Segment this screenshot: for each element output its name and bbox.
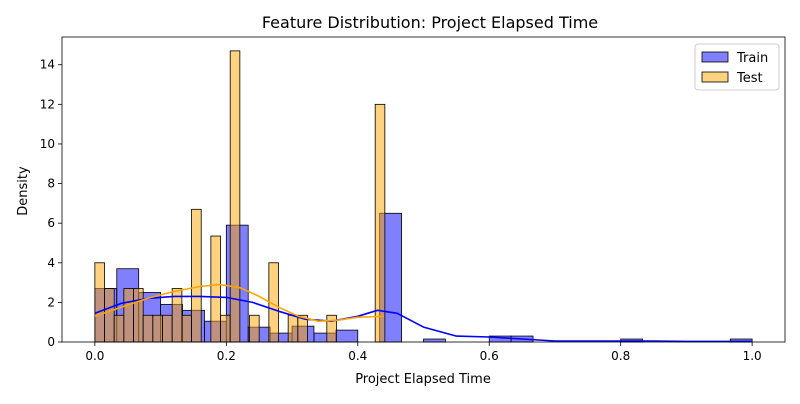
test-bar-1 — [104, 288, 115, 343]
train-bar-13 — [423, 338, 446, 343]
test-bar-7 — [162, 314, 173, 343]
test-bar-3 — [123, 288, 134, 343]
y-tick-label: 4 — [47, 256, 55, 270]
test-bar-6 — [152, 314, 163, 343]
x-axis-label: Project Elapsed Time — [355, 372, 491, 387]
test-bar-12 — [220, 314, 231, 343]
legend-swatch-test — [701, 71, 729, 83]
train-bar-11 — [335, 329, 359, 343]
y-tick-label: 14 — [40, 58, 55, 72]
legend-label-train: Train — [736, 51, 768, 66]
legend: Train Test — [694, 43, 780, 91]
x-tick-label: 0.6 — [480, 349, 499, 363]
y-tick-label: 8 — [47, 177, 55, 191]
test-bar-14 — [249, 314, 260, 343]
y-tick-label: 0 — [47, 335, 55, 349]
y-tick-label: 2 — [47, 295, 55, 309]
x-tick-label: 0.4 — [348, 349, 367, 363]
test-bar-2 — [113, 314, 125, 343]
x-tick-label: 0.0 — [85, 349, 104, 363]
x-tick-label: 1.0 — [743, 349, 762, 363]
test-bar-10 — [191, 208, 202, 343]
test-bar-18 — [326, 314, 337, 343]
legend-swatch-train — [701, 51, 729, 63]
test-bar-19 — [374, 103, 386, 343]
y-tick-label: 6 — [47, 216, 55, 230]
train-kde-line — [94, 295, 753, 343]
chart-title: Feature Distribution: Project Elapsed Ti… — [262, 13, 598, 32]
test-bar-11 — [210, 235, 221, 343]
axes-frame — [61, 36, 786, 343]
test-kde-line — [94, 283, 385, 323]
y-axis-label: Density — [16, 166, 31, 216]
test-bar-9 — [181, 314, 192, 343]
x-tick-label: 0.2 — [217, 349, 236, 363]
y-tick-label: 10 — [40, 137, 55, 151]
test-bar-0 — [94, 262, 105, 343]
x-tick-label: 0.8 — [611, 349, 630, 363]
y-tick-label: 12 — [40, 97, 55, 111]
test-bar-16 — [287, 314, 299, 343]
legend-label-test: Test — [736, 71, 763, 86]
test-bar-5 — [142, 314, 154, 343]
plot-area: 0.0 0.2 0.4 0.6 0.8 1.0 0 2 4 6 8 10 12 14 — [40, 36, 786, 363]
test-bar-4 — [133, 288, 144, 343]
